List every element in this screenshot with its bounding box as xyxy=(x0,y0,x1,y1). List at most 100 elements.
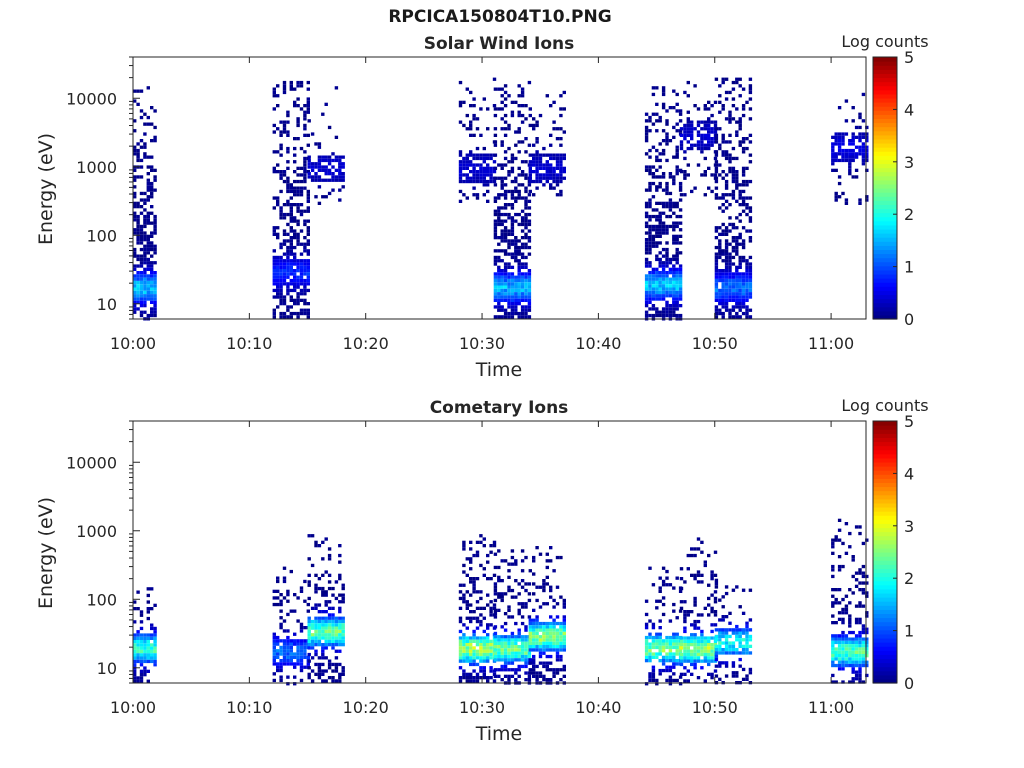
heat-cell xyxy=(837,528,842,532)
heat-cell xyxy=(741,189,746,194)
heat-cell xyxy=(479,659,483,663)
colorbar-band xyxy=(873,457,897,463)
heat-cell xyxy=(532,160,536,164)
heat-cell xyxy=(338,679,342,683)
heat-cell xyxy=(562,664,566,669)
heat-cell xyxy=(686,649,690,653)
heat-cell xyxy=(307,659,311,663)
heat-cell xyxy=(276,196,280,200)
colorbar-band xyxy=(873,621,897,627)
heat-cell xyxy=(303,123,307,128)
heat-cell xyxy=(133,646,137,650)
heat-cell xyxy=(841,142,845,146)
heat-cell xyxy=(841,148,845,153)
heat-cell xyxy=(500,249,504,253)
heat-cell xyxy=(472,652,476,657)
heat-cell xyxy=(678,198,683,202)
heat-cell xyxy=(834,168,838,172)
heat-cell xyxy=(724,295,729,299)
heat-cell xyxy=(514,242,518,246)
heat-cell xyxy=(831,588,835,592)
heat-cell xyxy=(279,602,283,607)
heat-cell xyxy=(286,639,290,643)
heat-cell xyxy=(700,649,704,653)
heat-cell xyxy=(510,278,515,283)
heat-cell xyxy=(296,166,300,170)
heat-cell xyxy=(538,635,543,639)
heat-cell xyxy=(503,113,508,118)
heat-cell xyxy=(655,214,659,219)
heat-cell xyxy=(475,639,480,643)
heat-cell xyxy=(858,132,862,136)
heat-cell xyxy=(658,287,662,291)
heat-cell xyxy=(293,245,297,250)
heat-cell xyxy=(710,173,714,177)
heat-cell xyxy=(327,191,332,196)
heat-cell xyxy=(489,166,493,170)
heat-cell xyxy=(655,632,659,636)
heat-cell xyxy=(299,626,304,630)
heat-cell xyxy=(331,165,335,169)
heat-cell xyxy=(675,251,679,255)
heat-cell xyxy=(493,641,498,645)
heat-cell xyxy=(493,615,498,619)
heat-cell xyxy=(492,679,497,683)
heat-cell xyxy=(482,669,486,673)
heat-cell xyxy=(303,259,307,263)
heat-cell xyxy=(707,100,711,104)
heat-cell xyxy=(532,170,536,174)
heat-cell xyxy=(146,280,150,285)
heat-cell xyxy=(675,271,679,275)
heat-cell xyxy=(503,229,508,233)
heat-cell xyxy=(293,662,297,666)
heat-cell xyxy=(834,195,838,199)
heat-cell xyxy=(651,313,656,318)
heat-cell xyxy=(648,224,652,229)
heat-cell xyxy=(745,641,749,645)
heat-cell xyxy=(497,302,501,306)
heat-cell xyxy=(738,123,742,128)
heat-cell xyxy=(655,313,659,318)
heat-cell xyxy=(665,304,669,308)
heat-cell xyxy=(528,189,532,194)
heat-cell xyxy=(527,315,532,319)
heat-cell xyxy=(844,198,849,202)
heat-cell xyxy=(462,179,466,184)
heat-cell xyxy=(279,599,283,603)
heat-cell xyxy=(741,278,746,283)
heat-cell xyxy=(735,624,739,629)
heat-cell xyxy=(538,173,543,177)
heat-cell xyxy=(517,140,521,144)
heat-cell xyxy=(665,181,669,186)
heat-cell xyxy=(143,198,147,202)
heat-cell xyxy=(331,616,335,620)
heat-cell xyxy=(675,172,679,176)
heat-cell xyxy=(139,109,144,113)
heat-cell xyxy=(289,569,293,574)
heat-cell xyxy=(458,160,463,164)
heat-cell xyxy=(861,162,866,166)
heat-cell xyxy=(655,175,659,179)
heat-cell xyxy=(331,613,335,617)
heat-cell xyxy=(475,553,480,558)
heat-cell xyxy=(133,201,137,205)
heat-cell xyxy=(306,199,310,203)
heat-cell xyxy=(844,155,849,159)
heat-cell xyxy=(693,603,697,607)
heat-cell xyxy=(678,251,683,255)
heat-cell xyxy=(458,150,463,154)
heat-cell xyxy=(331,636,335,640)
heat-cell xyxy=(721,311,725,316)
heat-cell xyxy=(465,153,469,157)
heat-cell xyxy=(146,669,150,673)
heat-cell xyxy=(136,241,140,245)
heat-cell xyxy=(549,585,553,589)
heat-cell xyxy=(133,145,137,149)
heat-cell xyxy=(133,89,137,93)
heat-cell xyxy=(683,170,687,174)
heat-cell xyxy=(338,175,342,179)
heat-cell xyxy=(517,239,521,243)
heat-cell xyxy=(153,274,157,278)
heat-cell xyxy=(841,541,845,546)
heat-cell xyxy=(735,170,739,174)
